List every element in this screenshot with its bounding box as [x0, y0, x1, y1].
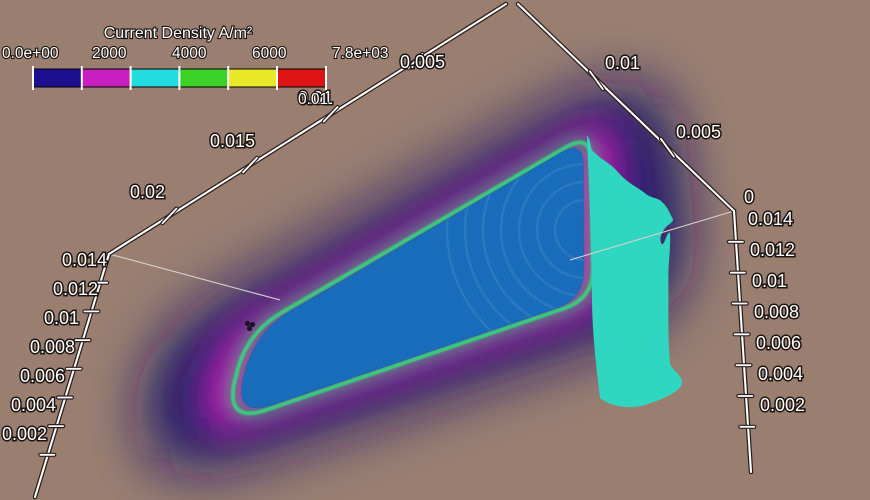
svg-text:0.01: 0.01 [605, 53, 640, 73]
svg-text:0.005: 0.005 [400, 52, 445, 72]
svg-text:0.004: 0.004 [758, 364, 803, 384]
svg-text:0.014: 0.014 [748, 209, 793, 229]
svg-text:0.004: 0.004 [11, 395, 56, 415]
svg-text:0.0e+00: 0.0e+00 [2, 45, 59, 62]
svg-text:0.006: 0.006 [756, 333, 801, 353]
svg-text:Current Density A/m²: Current Density A/m² [104, 25, 253, 42]
svg-text:0.02: 0.02 [130, 182, 165, 202]
svg-text:6000: 6000 [252, 45, 287, 62]
svg-text:0.015: 0.015 [210, 131, 255, 151]
svg-text:0.008: 0.008 [30, 337, 75, 357]
svg-text:7.8e+03: 7.8e+03 [332, 45, 388, 62]
svg-text:0.012: 0.012 [750, 240, 795, 260]
svg-text:2000: 2000 [92, 45, 127, 62]
svg-text:0.002: 0.002 [760, 395, 805, 415]
svg-text:0.002: 0.002 [2, 424, 47, 444]
svg-text:0.014: 0.014 [62, 250, 107, 270]
svg-text:0.005: 0.005 [676, 122, 721, 142]
svg-text:0.01: 0.01 [298, 91, 328, 108]
svg-text:0: 0 [744, 187, 754, 207]
svg-text:0.01: 0.01 [752, 271, 787, 291]
svg-text:0.012: 0.012 [53, 279, 98, 299]
svg-text:0.008: 0.008 [754, 302, 799, 322]
svg-text:4000: 4000 [172, 45, 207, 62]
svg-text:0.006: 0.006 [20, 366, 65, 386]
svg-text:0.01: 0.01 [44, 308, 79, 328]
